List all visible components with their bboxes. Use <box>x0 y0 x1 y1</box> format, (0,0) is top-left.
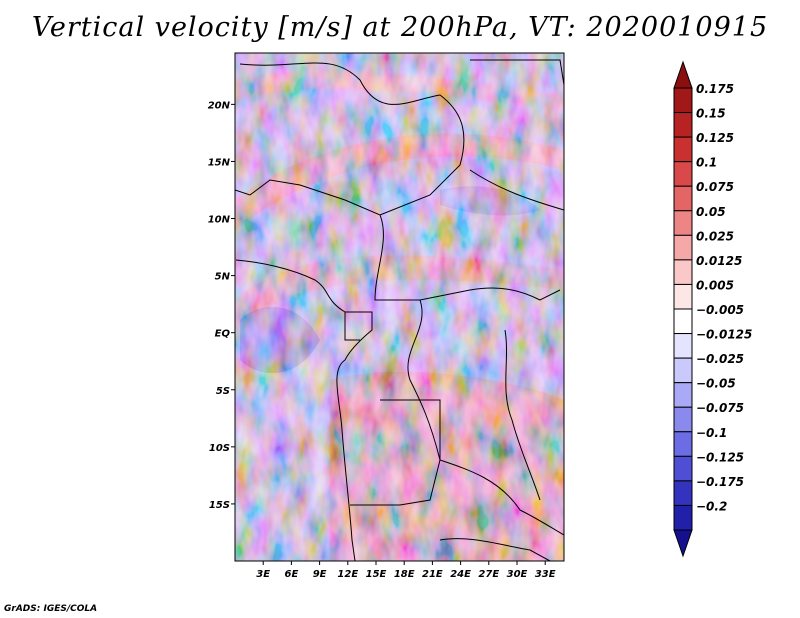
colorbar: 0.175 0.15 0.125 0.1 0.075 0.05 0.025 0.0125 0.0… <box>673 60 752 558</box>
y-tick-label: 10N <box>208 215 231 226</box>
x-tick-label: 21E <box>422 569 443 580</box>
colorbar-label: −0.175 <box>696 475 744 489</box>
colorbar-label: −0.125 <box>696 450 744 464</box>
colorbar-label: 0.0125 <box>696 254 742 268</box>
colorbar-swatch <box>673 112 693 138</box>
y-tick-label: 10S <box>209 443 230 454</box>
x-tick-label: 3E <box>256 569 270 580</box>
colorbar-label: −0.005 <box>696 303 744 317</box>
colorbar-label: 0.005 <box>696 278 734 292</box>
y-tick-label: 20N <box>208 100 231 111</box>
y-tick-label: 5S <box>216 386 230 397</box>
colorbar-label: −0.075 <box>696 401 744 415</box>
y-axis: 20N 15N 10N 5N EQ 5S 10S 15S <box>208 100 235 511</box>
colorbar-top-arrow <box>673 60 693 89</box>
colorbar-label: −0.1 <box>696 426 727 440</box>
colorbar-swatch <box>673 455 693 482</box>
x-tick-label: 9E <box>313 569 327 580</box>
map-panel <box>234 52 565 562</box>
colorbar-label: 0.1 <box>696 156 717 170</box>
x-tick-label: 15E <box>366 569 387 580</box>
colorbar-label: 0.05 <box>696 205 726 219</box>
colorbar-bottom-arrow <box>673 529 693 558</box>
colorbar-swatch <box>673 504 693 531</box>
colorbar-swatch <box>673 185 693 212</box>
colorbar-label: 0.075 <box>696 180 734 194</box>
colorbar-label: 0.15 <box>696 107 726 121</box>
colorbar-swatch <box>673 333 693 359</box>
x-tick-label: 18E <box>394 569 415 580</box>
colorbar-swatch <box>673 161 693 187</box>
colorbar-swatch <box>673 210 693 236</box>
colorbar-swatch <box>673 308 693 335</box>
colorbar-swatch <box>673 87 693 114</box>
x-tick-label: 6E <box>285 569 299 580</box>
colorbar-label: 0.025 <box>696 229 734 243</box>
x-tick-label: 30E <box>507 569 528 580</box>
colorbar-swatch <box>673 283 693 310</box>
x-tick-label: 33E <box>535 569 556 580</box>
colorbar-swatch <box>673 357 693 384</box>
map-frame <box>234 52 565 562</box>
y-tick-label: EQ <box>215 329 231 340</box>
y-tick-label: 5N <box>215 272 231 283</box>
velocity-field <box>235 53 564 561</box>
colorbar-swatch <box>673 234 693 261</box>
colorbar-label: 0.175 <box>696 82 734 96</box>
colorbar-label: −0.025 <box>696 352 744 366</box>
x-tick-label: 24E <box>450 569 471 580</box>
colorbar-swatch <box>673 431 693 457</box>
colorbar-swatch <box>673 406 693 433</box>
colorbar-label: 0.125 <box>696 131 734 145</box>
colorbar-label: −0.2 <box>696 499 727 513</box>
x-tick-label: 27E <box>478 569 499 580</box>
chart-title: Vertical velocity [m/s] at 200hPa, VT: 2… <box>31 12 769 43</box>
colorbar-swatch <box>673 480 693 506</box>
colorbar-swatch <box>673 136 693 163</box>
y-tick-label: 15S <box>209 500 230 511</box>
colorbar-label: −0.0125 <box>696 328 752 342</box>
x-axis: 3E 6E 9E 12E 15E 18E 21E 24E 27E 30E 33E <box>256 561 556 580</box>
x-tick-label: 12E <box>337 569 358 580</box>
grads-credit: GrADS: IGES/COLA <box>4 604 98 614</box>
colorbar-label: −0.05 <box>696 377 736 391</box>
y-tick-label: 15N <box>208 157 231 168</box>
colorbar-swatch <box>673 382 693 408</box>
colorbar-swatch <box>673 259 693 285</box>
